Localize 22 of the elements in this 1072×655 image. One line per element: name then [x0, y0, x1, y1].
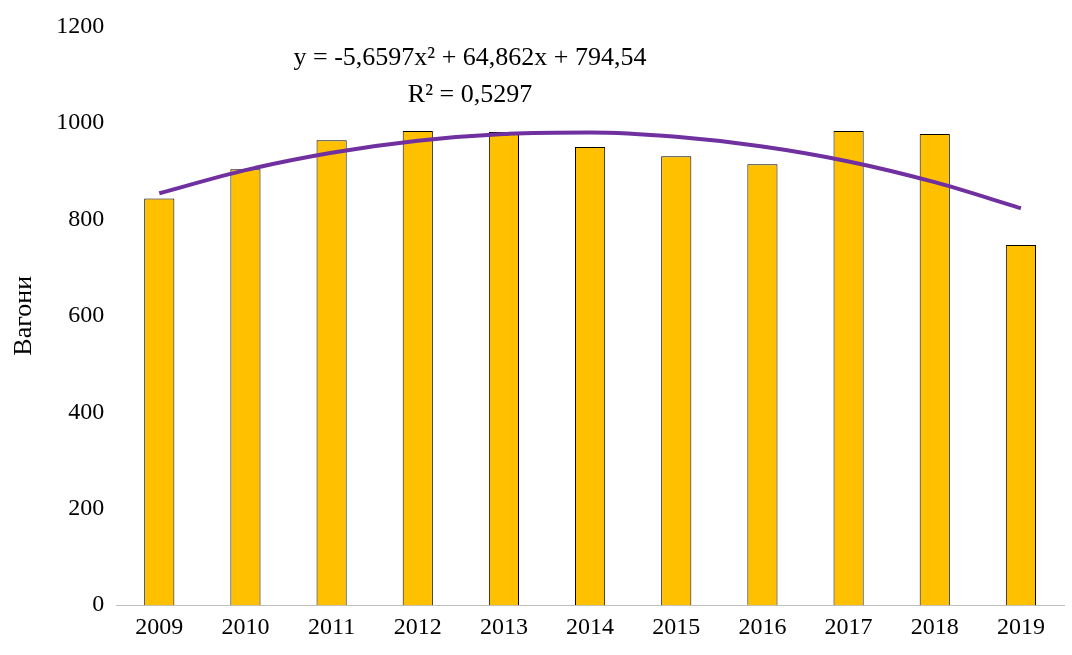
x-tick-label: 2012 — [393, 612, 442, 639]
line-series — [157, 130, 1023, 211]
x-tick-label: 2019 — [996, 612, 1045, 639]
y-tick-label: 600 — [68, 301, 105, 328]
y-tick-label: 200 — [68, 494, 105, 521]
x-tick-label: 2015 — [652, 612, 701, 639]
x-tick-label: 2014 — [566, 612, 615, 639]
x-tick-label: 2013 — [479, 612, 528, 639]
y-tick-label: 800 — [68, 204, 105, 231]
x-tick-label: 2010 — [221, 612, 270, 639]
x-tick-label: 2016 — [738, 612, 787, 639]
y-tick-label: 0 — [92, 590, 105, 617]
annotation: y = -5,6597x² + 64,862x + 794,54 — [293, 41, 647, 71]
x-tick-label: 2009 — [135, 612, 184, 639]
y-tick-label: 1200 — [56, 11, 105, 38]
y-tick-label: 400 — [68, 397, 105, 424]
x-tick-label: 2017 — [824, 612, 873, 639]
annotation: R² = 0,5297 — [407, 78, 533, 108]
y-tick-label: 1000 — [56, 108, 105, 135]
x-tick-label: 2018 — [910, 612, 959, 639]
y-axis-title: Вагони — [8, 275, 38, 356]
x-tick-label: 2011 — [308, 612, 356, 639]
